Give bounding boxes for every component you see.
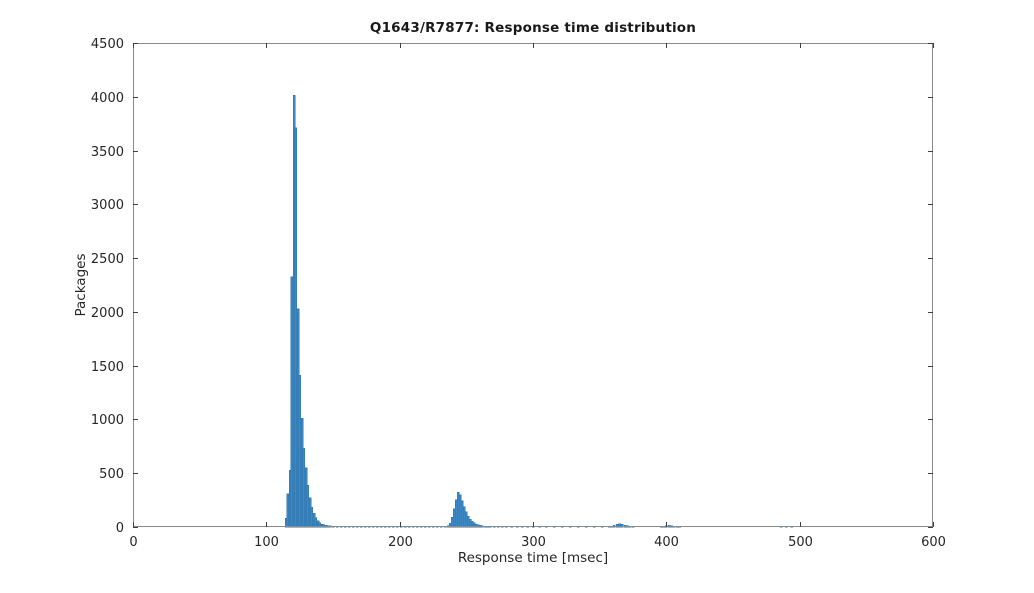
y-tick-label: 2500 (91, 252, 124, 267)
histogram-bar (455, 499, 458, 528)
histogram-bar (298, 375, 302, 528)
y-tick-label: 2000 (91, 306, 124, 321)
y-tick-label: 4500 (91, 37, 124, 52)
x-tick-label: 400 (654, 535, 679, 550)
histogram-bar (314, 517, 318, 528)
y-tick-label: 1000 (91, 413, 124, 428)
x-tick-label: 300 (521, 535, 546, 550)
histogram-bar (451, 517, 454, 528)
histogram-bar (463, 506, 466, 528)
y-axis-label: Packages (73, 253, 89, 317)
histogram-bar (465, 511, 468, 528)
histogram-bar (457, 492, 460, 528)
histogram-bar (459, 494, 462, 528)
histogram-bar (286, 493, 290, 528)
histogram-bar (294, 127, 298, 528)
x-tick-label: 0 (129, 535, 137, 550)
y-tick-label: 0 (116, 521, 124, 536)
chart-title: Q1643/R7877: Response time distribution (369, 20, 697, 36)
x-tick-label: 500 (788, 535, 813, 550)
y-tick-label: 3000 (91, 198, 124, 213)
y-tick-label: 4000 (91, 91, 124, 106)
y-tick-label: 3500 (91, 145, 124, 160)
x-tick-label: 600 (921, 535, 946, 550)
x-axis-label: Response time [msec] (457, 550, 609, 566)
histogram-bar (469, 518, 472, 528)
histogram-bar (306, 484, 310, 528)
histogram-bar (453, 508, 456, 528)
histogram-bar (290, 276, 294, 528)
x-tick-label: 100 (254, 535, 279, 550)
histogram-bar (310, 506, 314, 528)
y-tick-label: 1500 (91, 360, 124, 375)
histogram-bar (467, 515, 470, 528)
x-tick-label: 200 (388, 535, 413, 550)
histogram-bar (302, 448, 306, 528)
y-tick-label: 500 (99, 467, 124, 482)
axes-box (133, 43, 933, 527)
histogram-bar (461, 500, 464, 528)
